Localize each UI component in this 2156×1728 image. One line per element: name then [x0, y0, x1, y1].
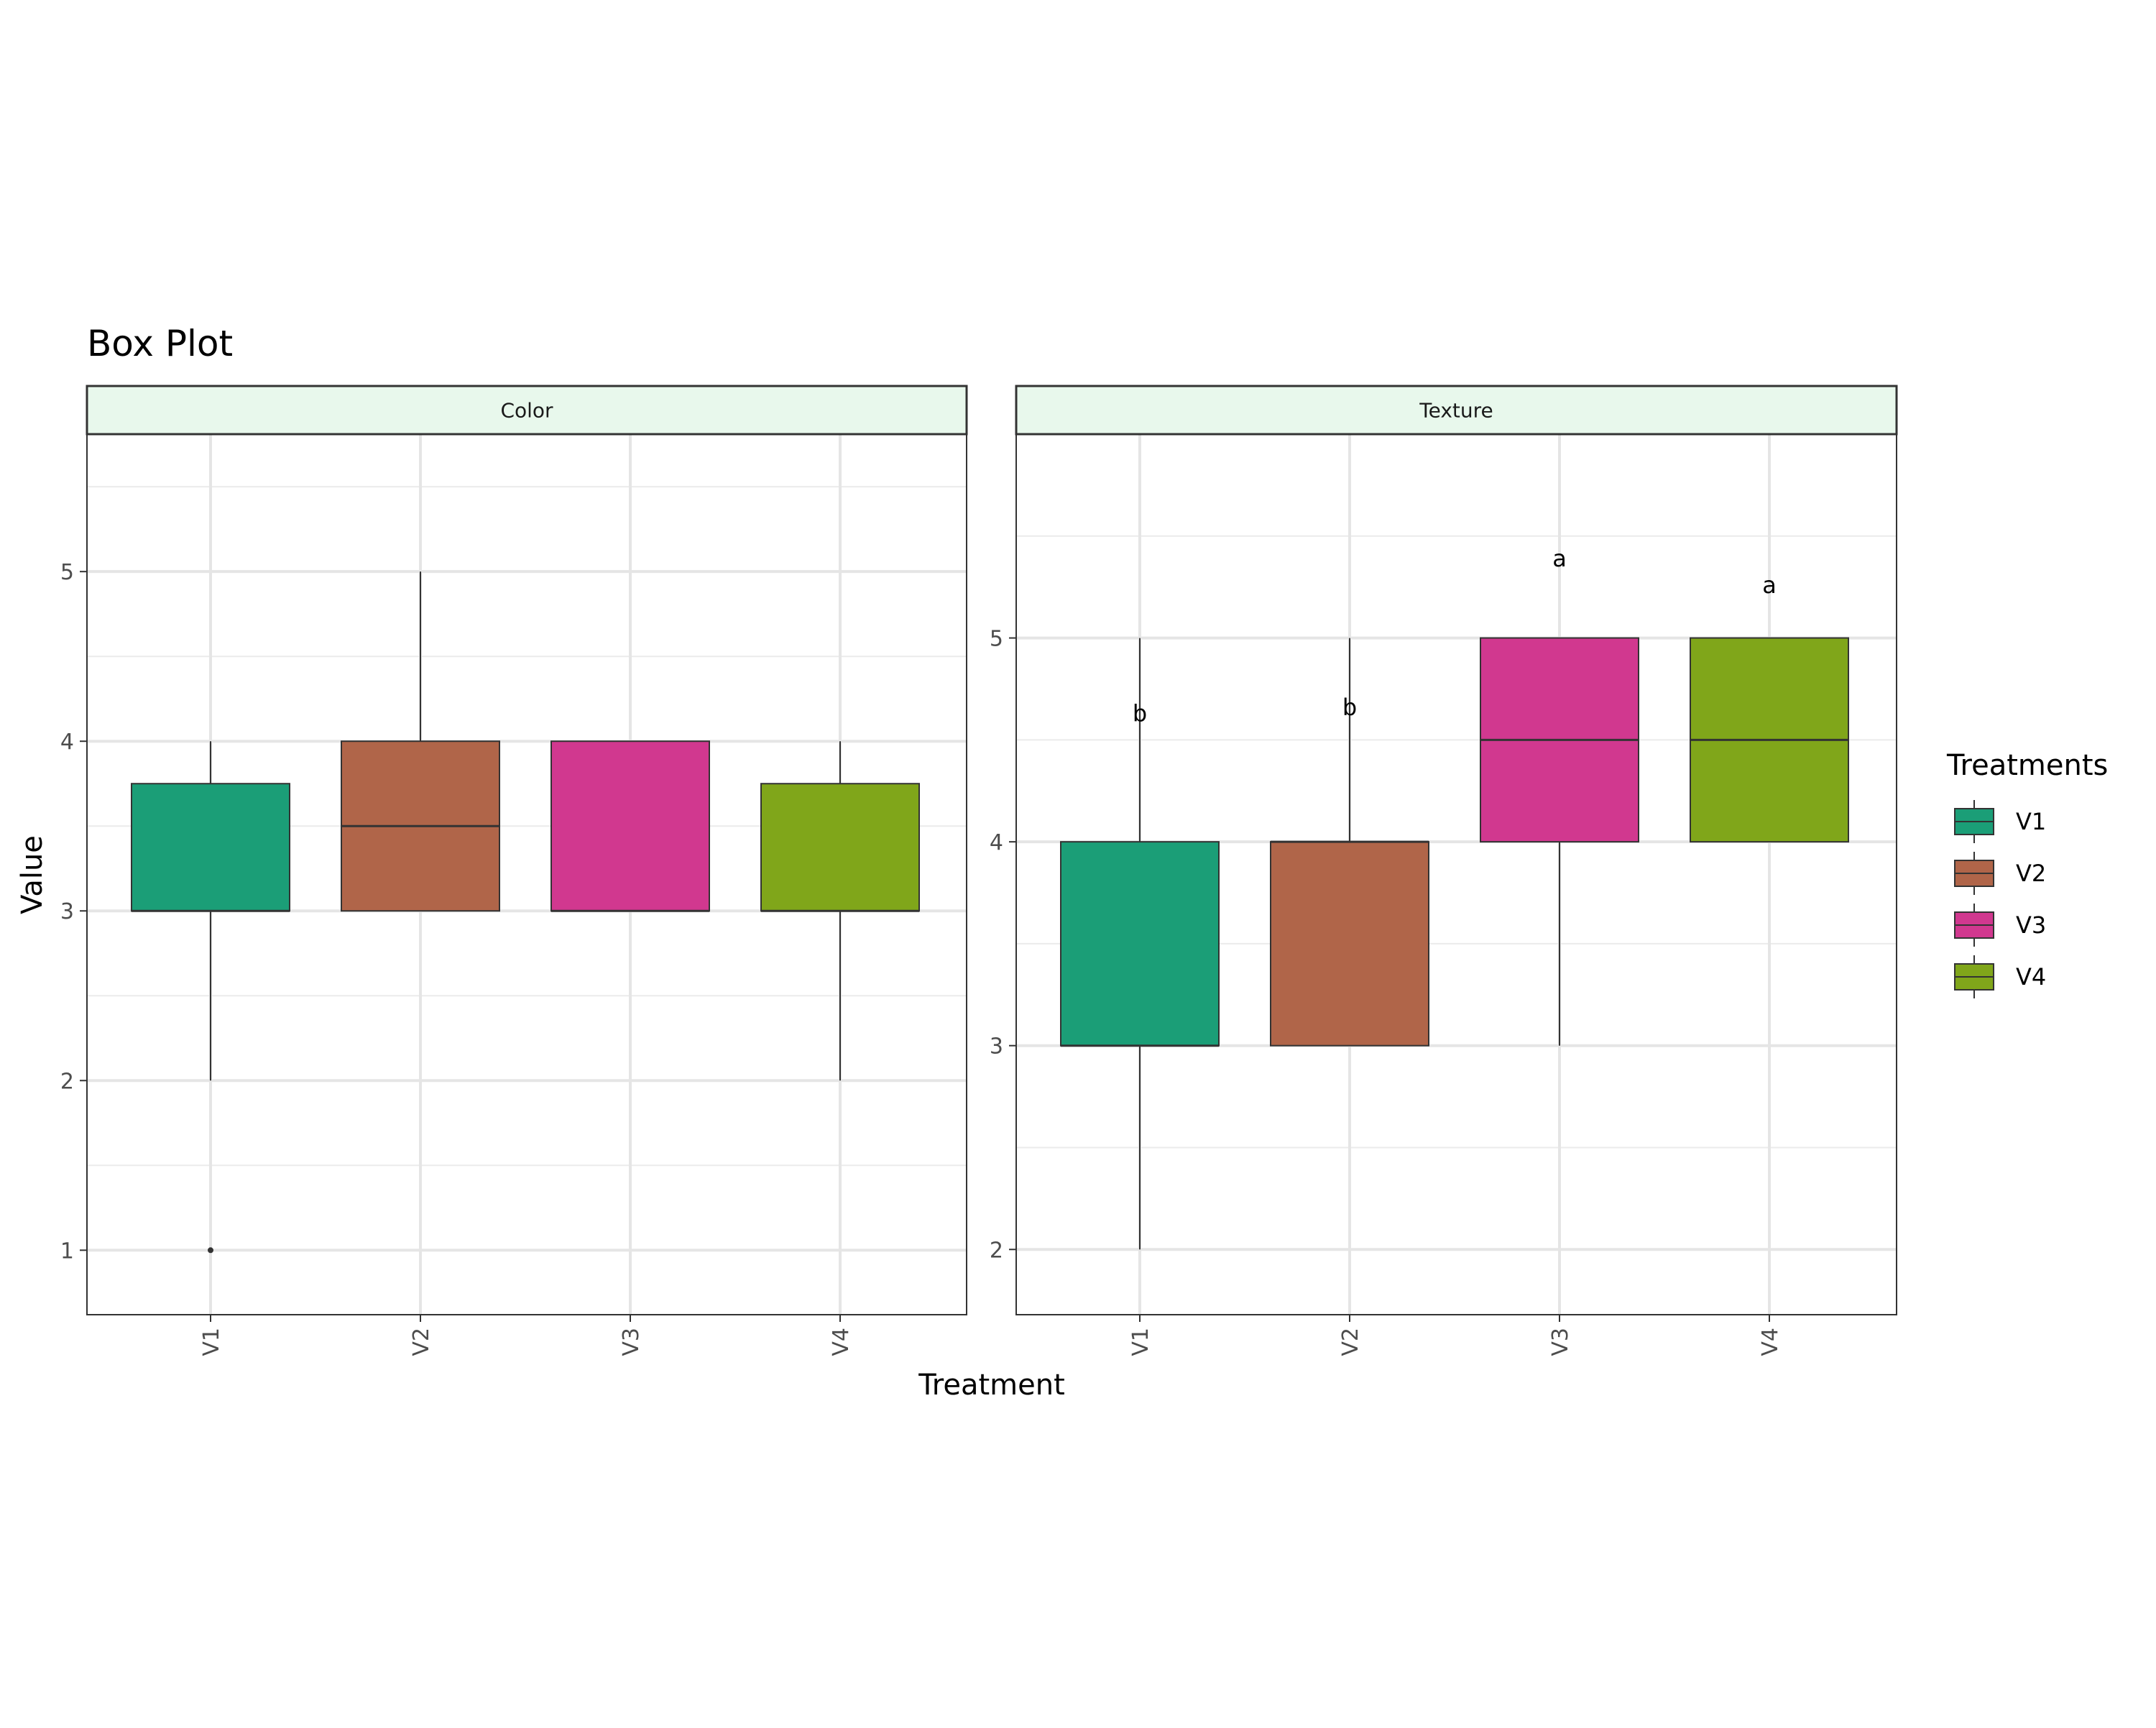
box-V1 [131, 783, 290, 912]
chart-title: Box Plot [87, 323, 233, 364]
x-tick-label: V4 [1758, 1328, 1783, 1356]
legend-title: Treatments [1946, 749, 2108, 782]
legend-label: V1 [2016, 808, 2046, 835]
y-tick-label: 1 [60, 1238, 74, 1264]
legend-label: V3 [2016, 911, 2046, 939]
x-tick-label: V3 [1548, 1328, 1573, 1356]
box-V4 [760, 783, 920, 912]
facet-strip [1015, 385, 1898, 436]
x-tick-label: V4 [829, 1328, 854, 1356]
box-V2 [1270, 841, 1429, 1047]
y-tick-label: 3 [60, 899, 74, 924]
y-tick-label: 5 [60, 560, 74, 585]
y-tick-label: 4 [990, 830, 1003, 855]
facet-strip-label: Color [500, 399, 553, 423]
x-tick-label: V2 [1338, 1328, 1363, 1356]
x-tick-label: V1 [1128, 1328, 1153, 1356]
group-label: b [1133, 699, 1147, 727]
outlier-point [208, 1247, 213, 1254]
group-label: b [1342, 694, 1357, 721]
y-tick-label: 4 [60, 730, 74, 755]
legend-label: V2 [2016, 860, 2046, 887]
x-tick-label: V2 [409, 1328, 434, 1356]
box-V3 [550, 740, 710, 912]
group-label: a [1762, 571, 1777, 599]
x-axis-title: Treatment [918, 1369, 1065, 1402]
legend-label: V4 [2016, 963, 2046, 991]
y-tick-label: 2 [990, 1238, 1003, 1263]
x-tick-label: V3 [619, 1328, 644, 1356]
facet-strip [86, 385, 968, 436]
y-tick-label: 2 [60, 1069, 74, 1094]
facet-strip-label: Texture [1419, 399, 1493, 423]
y-tick-label: 3 [990, 1034, 1003, 1060]
x-tick-label: V1 [199, 1328, 224, 1356]
y-tick-label: 5 [990, 627, 1003, 652]
box-V1 [1060, 841, 1220, 1047]
y-axis-title: Value [16, 835, 49, 914]
group-label: a [1552, 545, 1567, 572]
